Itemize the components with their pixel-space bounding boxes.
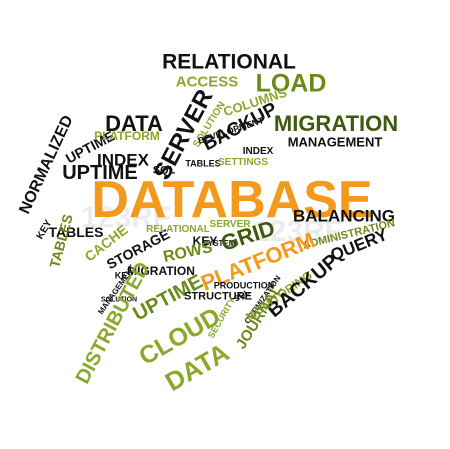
watermark-text: 123RF bbox=[80, 201, 172, 234]
word-server: SERVER bbox=[209, 219, 251, 230]
word-key: KEY bbox=[192, 234, 218, 248]
word-solution: SOLUTION bbox=[100, 296, 138, 304]
word-index: INDEX bbox=[242, 146, 274, 157]
word-relational: RELATIONAL bbox=[146, 224, 210, 235]
word-load: LOAD bbox=[255, 69, 327, 98]
word-data: DATA bbox=[105, 111, 163, 136]
word-uptime: UPTIME bbox=[62, 162, 138, 184]
word-migration: MIGRATION bbox=[273, 111, 399, 136]
word-tables: TABLES bbox=[48, 224, 104, 240]
word-platform: PLATFORM bbox=[94, 129, 160, 143]
word-rows: ROWS bbox=[161, 239, 215, 267]
word-tables: TABLES bbox=[185, 158, 221, 169]
word-relational: RELATIONAL bbox=[162, 50, 296, 74]
word-balancing: BALANCING bbox=[293, 206, 395, 226]
word-database: DATABASE bbox=[91, 171, 373, 229]
word-structure: STRUCTURE bbox=[184, 290, 252, 303]
word-access: ACCESS bbox=[175, 73, 239, 91]
word-index: INDEX bbox=[97, 150, 149, 170]
watermark-text: 123RF bbox=[252, 215, 344, 248]
word-production: PRODUCTION bbox=[213, 280, 275, 291]
word-key: KEY bbox=[114, 270, 134, 281]
word-management: MANAGEMENT bbox=[287, 134, 383, 150]
word-system: SYSTEM bbox=[202, 239, 236, 248]
word-migration: MIGRATION bbox=[127, 264, 195, 278]
word-settings: SETTINGS bbox=[217, 157, 269, 168]
word-sql: SQL bbox=[152, 164, 176, 177]
